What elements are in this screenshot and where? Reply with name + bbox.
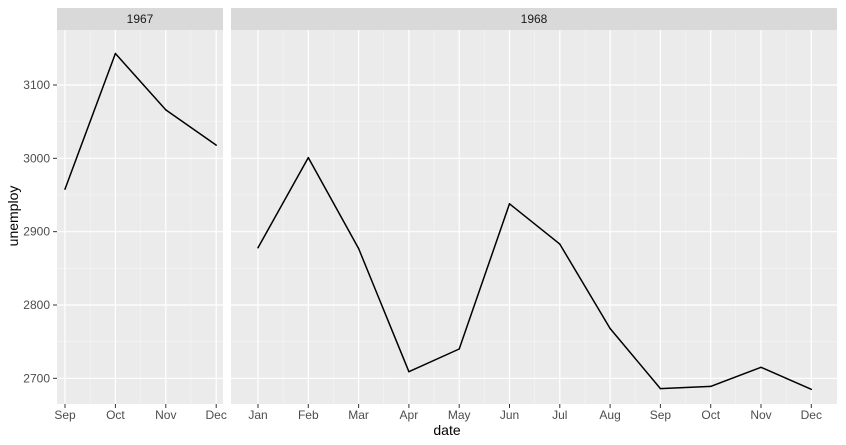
data-point (810, 388, 813, 391)
data-point (215, 144, 217, 146)
x-tick-label: Dec (206, 408, 227, 422)
data-point (709, 385, 712, 388)
data-point (559, 243, 561, 245)
series-line (257, 156, 812, 390)
y-tick-label: 3000 (23, 151, 50, 165)
x-tick-label: Feb (298, 408, 319, 422)
y-tick-label: 2900 (23, 225, 50, 239)
y-tick-label: 3100 (23, 78, 50, 92)
x-tick-label: Mar (348, 408, 369, 422)
facet-strip (231, 8, 837, 30)
panel-background (57, 30, 223, 404)
x-tick-label: Jun (500, 408, 519, 422)
x-tick-label: Nov (750, 408, 771, 422)
data-point (357, 247, 360, 250)
facet-1967: 1967 Sep Oct Nov Dec (54, 8, 227, 422)
facet-panels: 1967 Sep Oct Nov Dec 1968 Jan Feb Mar Apr May Jun Ju… (54, 8, 837, 422)
facet-strip (57, 8, 223, 30)
x-tick-label: May (448, 408, 471, 422)
facet-strip-label: 1967 (127, 12, 154, 26)
y-tick-label: 2800 (23, 298, 50, 312)
x-tick-label: Oct (106, 408, 125, 422)
data-point (659, 387, 662, 390)
x-tick-label: Oct (701, 408, 720, 422)
data-point (114, 52, 117, 55)
x-tick-label: Dec (801, 408, 822, 422)
x-tick-label: Aug (599, 408, 620, 422)
data-point (609, 327, 611, 330)
series-line (64, 52, 217, 190)
facet-strip-label: 1968 (521, 12, 548, 26)
data-point (408, 370, 410, 373)
x-tick-label: Apr (400, 408, 419, 422)
y-tick-label: 2700 (23, 371, 50, 385)
data-point (165, 109, 167, 111)
x-tick-label: Jul (552, 408, 567, 422)
y-axis: 2700 2800 2900 3000 3100 (23, 78, 57, 385)
data-point (307, 156, 310, 159)
x-tick-label: Sep (54, 408, 76, 422)
data-point (760, 366, 762, 369)
facet-1968: 1968 Jan Feb Mar Apr May Jun Jul Aug Sep Oct Nov Dec (231, 8, 837, 422)
panel-background (231, 30, 837, 404)
data-point (458, 348, 460, 350)
data-point (64, 188, 66, 190)
x-tick-label: Nov (155, 408, 176, 422)
x-tick-label: Sep (650, 408, 672, 422)
y-axis-title: unemploy (5, 186, 21, 247)
x-axis-title: date (433, 422, 460, 438)
x-tick-label: Jan (248, 408, 267, 422)
data-point (508, 203, 511, 205)
data-point (257, 247, 259, 249)
